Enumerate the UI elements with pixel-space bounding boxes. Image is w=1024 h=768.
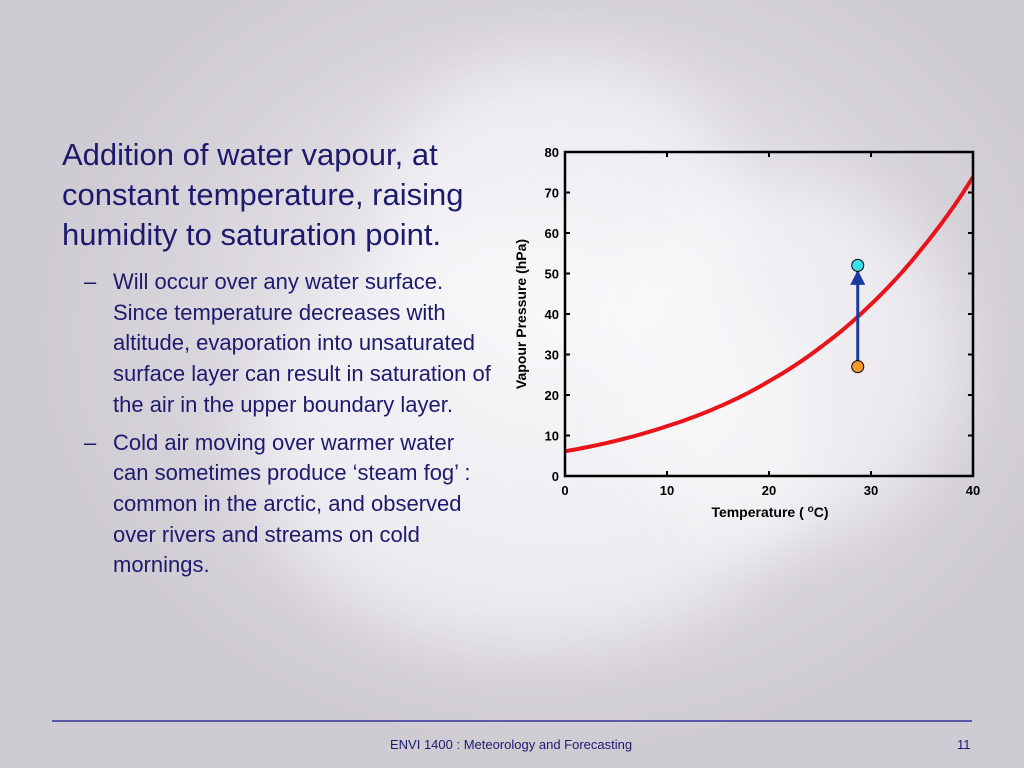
footer-course-title: ENVI 1400 : Meteorology and Forecasting xyxy=(390,737,633,752)
y-tick-label: 0 xyxy=(552,469,559,484)
sub-bullet-text: Will occur over any water surface. Since… xyxy=(113,269,491,417)
saturation-curve xyxy=(564,176,975,454)
x-tick-label: 0 xyxy=(561,483,568,498)
footer-divider xyxy=(52,720,972,722)
x-tick-label: 10 xyxy=(660,483,674,498)
y-tick-label: 10 xyxy=(545,429,559,444)
y-tick-label: 80 xyxy=(545,145,559,160)
y-tick-label: 60 xyxy=(545,226,559,241)
plot-frame xyxy=(563,150,975,478)
x-axis-title-text: Temperature ( xyxy=(711,504,804,520)
sub-bullet: – Will occur over any water surface. Sin… xyxy=(62,267,492,421)
y-tick-label: 50 xyxy=(545,267,559,282)
sub-bullet: – Cold air moving over warmer water can … xyxy=(62,428,492,582)
y-tick-label: 40 xyxy=(545,307,559,322)
main-point: Addition of water vapour, at constant te… xyxy=(62,137,464,252)
y-tick-label: 30 xyxy=(545,348,559,363)
vapour-pressure-chart: 0 10 20 30 40 0 10 20 30 40 50 60 70 80 Temperature (… xyxy=(508,140,998,530)
slide-body: Addition of water vapour, at constant te… xyxy=(62,135,492,588)
x-tick-label: 20 xyxy=(762,483,776,498)
bullet-dash: – xyxy=(84,269,97,294)
page-number: 11 xyxy=(957,737,971,752)
y-tick-label: 20 xyxy=(545,388,559,403)
sub-bullet-text: Cold air moving over warmer water can so… xyxy=(113,429,471,578)
x-tick-label: 40 xyxy=(966,483,980,498)
degree-symbol: o xyxy=(808,504,814,515)
x-tick-label: 30 xyxy=(864,483,878,498)
cloud-background-shape xyxy=(600,180,960,540)
chart-svg: 0 10 20 30 40 0 10 20 30 40 50 60 70 80 Temperature (… xyxy=(513,145,980,521)
bullet-dash: – xyxy=(84,429,97,455)
y-axis-title: Vapour Pressure (hPa) xyxy=(513,239,529,389)
x-axis-title: Temperature ( oC) xyxy=(711,504,828,521)
x-axis-title-unit: C) xyxy=(814,504,829,520)
start-point-marker xyxy=(851,360,865,374)
saturation-point-marker xyxy=(851,258,865,272)
y-tick-label: 70 xyxy=(545,186,559,201)
sub-bullet-list: – Will occur over any water surface. Sin… xyxy=(62,267,492,581)
